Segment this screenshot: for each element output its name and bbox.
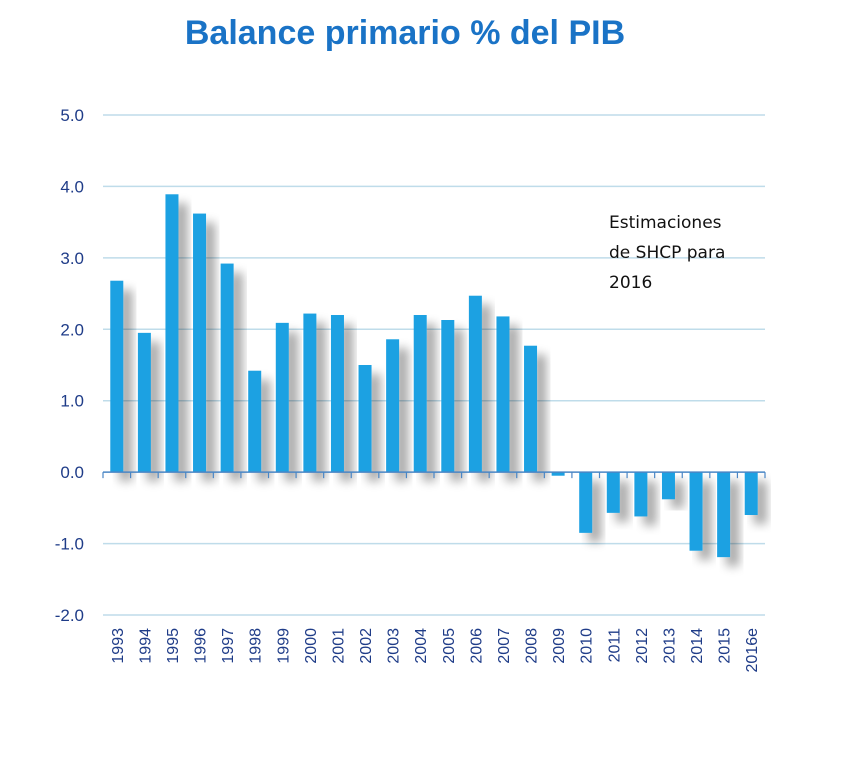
x-tick-label: 2001 bbox=[330, 628, 347, 664]
x-tick-label: 1996 bbox=[193, 628, 210, 664]
y-tick-label: -2.0 bbox=[55, 606, 84, 625]
x-tick-label: 2016e bbox=[744, 628, 761, 673]
annotation-line: Estimaciones bbox=[609, 213, 722, 233]
x-tick-label: 2006 bbox=[468, 628, 485, 664]
x-tick-label: 2010 bbox=[579, 628, 596, 664]
bar bbox=[496, 316, 510, 473]
x-tick-label: 1993 bbox=[110, 628, 127, 664]
bar bbox=[248, 370, 262, 473]
x-tick-label: 2005 bbox=[441, 628, 458, 664]
x-tick-label: 2003 bbox=[386, 628, 403, 664]
bar bbox=[606, 472, 620, 513]
bar bbox=[193, 213, 207, 473]
x-tick-label: 2007 bbox=[496, 628, 513, 664]
bar bbox=[303, 313, 317, 473]
bar bbox=[744, 472, 758, 515]
bar bbox=[110, 280, 124, 473]
bar bbox=[524, 345, 538, 473]
gridlines bbox=[103, 114, 765, 616]
x-tick-label: 1997 bbox=[220, 628, 237, 664]
annotation-note: Estimaciones de SHCP para 2016 bbox=[609, 208, 769, 298]
bar bbox=[579, 472, 593, 533]
bar bbox=[551, 472, 565, 476]
bar bbox=[717, 472, 731, 558]
bar bbox=[661, 472, 675, 500]
bar bbox=[441, 320, 455, 473]
x-axis-tick-labels: 1993 1994 1995 1996 1997 1998 1999 2000 2001 2002… bbox=[110, 628, 761, 673]
y-tick-label: 4.0 bbox=[60, 177, 84, 196]
x-tick-label: 2008 bbox=[524, 628, 541, 664]
x-tick-label: 2011 bbox=[606, 628, 623, 663]
x-tick-label: 2002 bbox=[358, 628, 375, 664]
x-tick-label: 2015 bbox=[717, 628, 734, 664]
annotation-line: 2016 bbox=[609, 273, 653, 293]
x-tick-label: 2014 bbox=[689, 628, 706, 664]
y-tick-label: 3.0 bbox=[60, 249, 84, 268]
bar bbox=[358, 365, 372, 473]
x-tick-label: 1998 bbox=[248, 628, 265, 664]
bar bbox=[220, 263, 234, 473]
x-tick-label: 2004 bbox=[413, 628, 430, 664]
y-tick-label: 1.0 bbox=[60, 392, 84, 411]
x-axis bbox=[102, 471, 766, 479]
y-tick-label: 0.0 bbox=[60, 463, 84, 482]
x-tick-label: 1995 bbox=[165, 628, 182, 664]
bar bbox=[386, 339, 400, 473]
bar bbox=[468, 295, 482, 473]
y-axis-tick-labels: 5.0 4.0 3.0 2.0 1.0 0.0 -1.0 -2.0 bbox=[55, 106, 84, 625]
y-tick-label: 5.0 bbox=[60, 106, 84, 125]
x-tick-label: 2012 bbox=[634, 628, 651, 664]
bar bbox=[330, 315, 344, 473]
x-tick-label: 1994 bbox=[137, 628, 154, 664]
x-tick-label: 2009 bbox=[551, 628, 568, 664]
bar bbox=[165, 194, 179, 473]
bar bbox=[689, 472, 703, 551]
x-tick-label: 2000 bbox=[303, 628, 320, 664]
bar bbox=[634, 472, 648, 517]
x-tick-label: 2013 bbox=[661, 628, 678, 664]
x-tick-label: 1999 bbox=[275, 628, 292, 664]
bar bbox=[137, 332, 151, 473]
bar bbox=[413, 315, 427, 473]
y-tick-label: -1.0 bbox=[55, 535, 84, 554]
y-tick-label: 2.0 bbox=[60, 320, 84, 339]
annotation-line: de SHCP para bbox=[609, 243, 726, 263]
bar-series bbox=[110, 194, 758, 558]
chart-title: Balance primario % del PIB bbox=[184, 14, 626, 52]
bar bbox=[275, 322, 289, 473]
